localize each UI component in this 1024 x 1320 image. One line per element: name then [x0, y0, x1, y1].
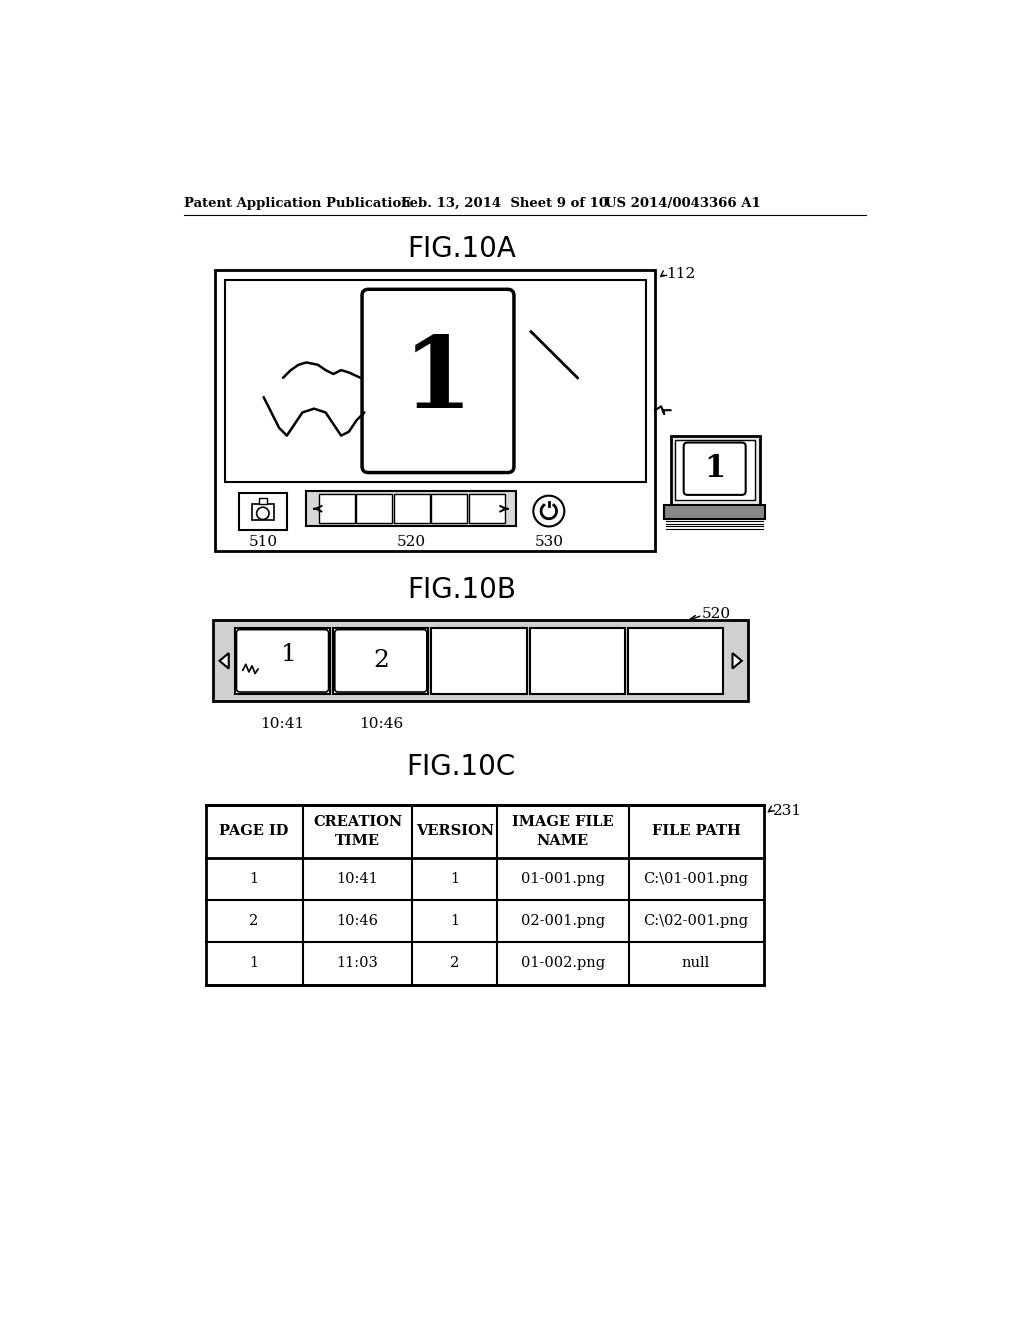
Text: 510: 510 — [248, 535, 278, 549]
Bar — [675, 441, 755, 500]
Bar — [306, 491, 515, 527]
Bar — [239, 494, 287, 531]
Text: Patent Application Publication: Patent Application Publication — [183, 197, 411, 210]
Text: 01-001.png: 01-001.png — [521, 871, 605, 886]
Text: 112: 112 — [667, 267, 696, 281]
Circle shape — [534, 496, 564, 527]
Text: 02-001.png: 02-001.png — [521, 913, 605, 928]
Bar — [215, 271, 655, 552]
Text: PAGE ID: PAGE ID — [219, 825, 289, 838]
Text: 520: 520 — [701, 607, 731, 622]
Bar — [259, 498, 266, 504]
FancyBboxPatch shape — [362, 289, 514, 473]
Text: 1: 1 — [250, 871, 259, 886]
Bar — [318, 494, 354, 524]
Text: 1: 1 — [281, 643, 297, 667]
Bar — [665, 504, 765, 519]
Text: 2: 2 — [250, 913, 259, 928]
Bar — [393, 494, 430, 524]
Bar — [252, 504, 273, 520]
FancyBboxPatch shape — [684, 442, 745, 495]
Text: C:\02-001.png: C:\02-001.png — [643, 913, 749, 928]
Text: 1: 1 — [451, 871, 460, 886]
Bar — [469, 494, 505, 524]
Polygon shape — [732, 653, 741, 668]
Bar — [234, 628, 330, 693]
Text: 10:41: 10:41 — [260, 717, 305, 731]
Text: FIG.10B: FIG.10B — [407, 576, 516, 603]
Text: null: null — [682, 957, 711, 970]
Bar — [529, 628, 625, 693]
Text: 10:46: 10:46 — [337, 913, 379, 928]
Bar — [333, 628, 428, 693]
Text: FILE PATH: FILE PATH — [651, 825, 740, 838]
Text: VERSION: VERSION — [416, 825, 494, 838]
Text: 1: 1 — [705, 453, 725, 484]
Bar — [671, 436, 760, 506]
Text: 231: 231 — [773, 804, 802, 818]
FancyBboxPatch shape — [335, 630, 427, 692]
Text: IMAGE FILE
NAME: IMAGE FILE NAME — [512, 816, 613, 847]
Text: 2: 2 — [451, 957, 460, 970]
Text: 520: 520 — [396, 535, 425, 549]
Bar — [206, 805, 764, 985]
Bar — [225, 280, 646, 482]
Text: 10:41: 10:41 — [337, 871, 379, 886]
Text: 1: 1 — [403, 333, 473, 429]
Bar — [213, 620, 748, 701]
Text: 1: 1 — [250, 957, 259, 970]
Text: 530: 530 — [535, 535, 563, 549]
Circle shape — [257, 507, 269, 520]
Text: 11:03: 11:03 — [337, 957, 379, 970]
Bar — [356, 494, 392, 524]
Bar — [431, 628, 526, 693]
Text: FIG.10A: FIG.10A — [407, 235, 516, 263]
Text: 2: 2 — [373, 649, 389, 672]
Bar — [628, 628, 723, 693]
Text: 10:46: 10:46 — [358, 717, 402, 731]
Text: 1: 1 — [451, 913, 460, 928]
Text: US 2014/0043366 A1: US 2014/0043366 A1 — [605, 197, 761, 210]
Text: Feb. 13, 2014  Sheet 9 of 10: Feb. 13, 2014 Sheet 9 of 10 — [400, 197, 608, 210]
Text: C:\01-001.png: C:\01-001.png — [644, 871, 749, 886]
Bar — [431, 494, 467, 524]
FancyBboxPatch shape — [237, 630, 329, 692]
Text: 01-002.png: 01-002.png — [521, 957, 605, 970]
Polygon shape — [219, 653, 228, 668]
Text: CREATION
TIME: CREATION TIME — [313, 816, 402, 847]
Text: FIG.10C: FIG.10C — [407, 752, 516, 780]
